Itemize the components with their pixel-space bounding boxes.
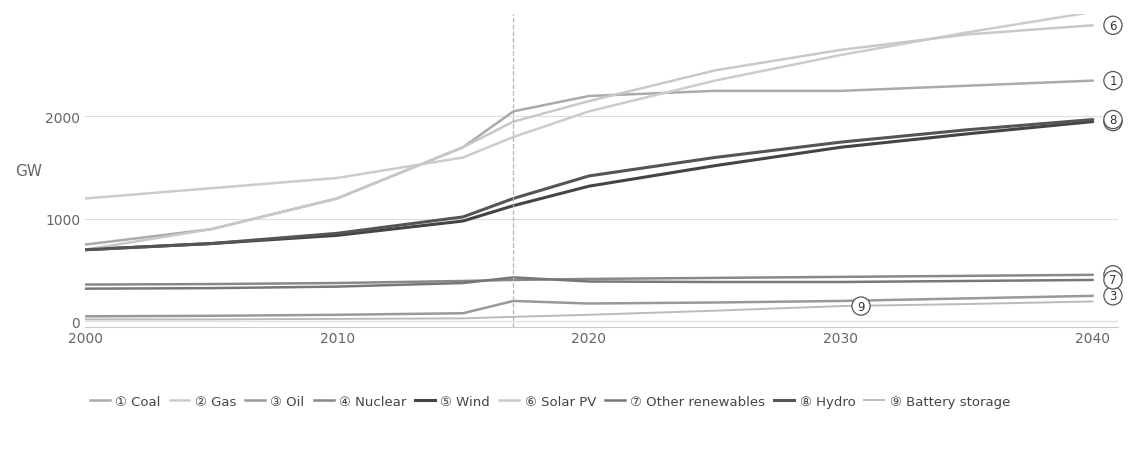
Text: 7: 7: [1109, 274, 1117, 287]
Text: 3: 3: [1109, 290, 1117, 303]
Text: 4: 4: [1109, 269, 1117, 282]
Text: 5: 5: [1109, 116, 1117, 129]
Y-axis label: GW: GW: [15, 163, 42, 178]
Legend: ① Coal, ② Gas, ③ Oil, ④ Nuclear, ⑤ Wind, ⑥ Solar PV, ⑦ Other renewables, ⑧ Hydro: ① Coal, ② Gas, ③ Oil, ④ Nuclear, ⑤ Wind,…: [85, 390, 1015, 413]
Text: 9: 9: [858, 300, 864, 313]
Text: 6: 6: [1109, 20, 1117, 33]
Text: 8: 8: [1109, 114, 1117, 127]
Text: 1: 1: [1109, 75, 1117, 88]
